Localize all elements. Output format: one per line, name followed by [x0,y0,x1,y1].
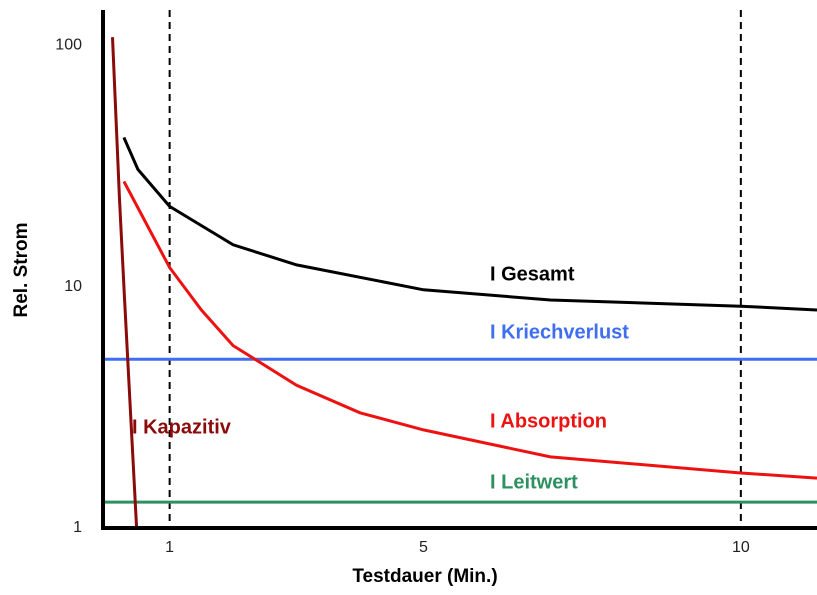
x-tick-label: 5 [419,539,428,556]
series-label: I Gesamt [490,263,575,285]
series-line [111,37,139,528]
series-label: I Absorption [490,410,607,432]
series-label: I Kriechverlust [490,321,629,343]
series-label: I Leitwert [490,471,578,493]
y-axis-title: Rel. Strom [11,222,32,317]
series-label: I Kapazitiv [132,416,232,438]
y-tick-label: 100 [55,36,82,53]
x-axis-title: Testdauer (Min.) [352,566,497,587]
y-tick-label: 10 [64,278,82,295]
series-line [122,136,817,312]
y-tick-label: 1 [73,519,82,536]
x-tick-label: 10 [732,539,750,556]
series-line [122,180,817,480]
x-tick-label: 1 [165,539,174,556]
